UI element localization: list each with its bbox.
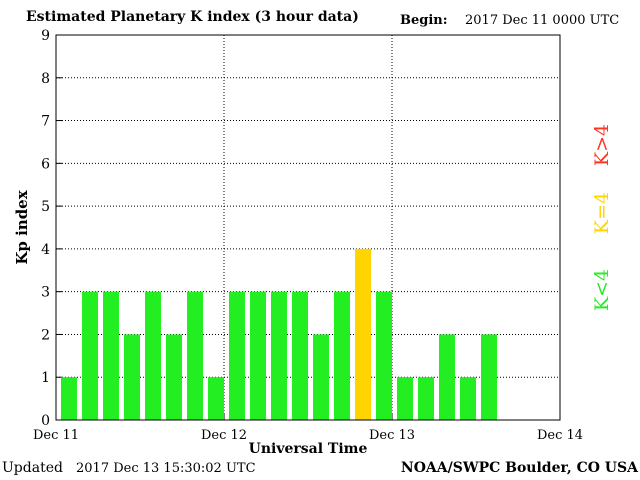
credit-line: NOAA/SWPC Boulder, CO USA — [400, 460, 638, 476]
x-axis-label: Universal Time — [249, 441, 368, 457]
kp-bar — [334, 291, 350, 420]
y-tick-label: 9 — [41, 28, 50, 44]
kp-bar — [292, 291, 308, 420]
kp-bar — [82, 291, 98, 420]
y-tick-label: 3 — [41, 285, 50, 301]
kp-bar — [376, 291, 392, 420]
kp-bar — [229, 291, 245, 420]
x-tick-label: Dec 14 — [537, 428, 583, 443]
y-tick-label: 2 — [41, 327, 50, 343]
kp-bar — [460, 377, 476, 420]
y-tick-label: 1 — [41, 370, 50, 386]
kp-bar — [187, 291, 203, 420]
y-tick-label: 6 — [41, 156, 50, 172]
kp-bar — [250, 291, 266, 420]
legend-label: K>4 — [591, 124, 613, 166]
y-axis-label: Kp index — [13, 189, 31, 264]
y-tick-label: 4 — [41, 242, 50, 258]
y-tick-label: 5 — [41, 199, 50, 215]
plot-frame — [55, 34, 561, 421]
kp-bar — [208, 377, 224, 420]
x-tick-label: Dec 12 — [201, 428, 247, 443]
x-tick-label: Dec 11 — [33, 428, 79, 443]
kp-bar — [124, 334, 140, 420]
kp-bar — [145, 291, 161, 420]
kp-bar — [355, 248, 371, 420]
kp-bar — [418, 377, 434, 420]
kp-bar — [313, 334, 329, 420]
legend-label: K=4 — [591, 192, 613, 234]
updated-value: 2017 Dec 13 15:30:02 UTC — [76, 461, 256, 476]
kp-bar — [397, 377, 413, 420]
begin-label: Begin: — [400, 13, 448, 28]
updated-label: Updated — [2, 460, 63, 476]
kp-bar — [271, 291, 287, 420]
x-tick-label: Dec 13 — [369, 428, 415, 443]
y-tick-label: 8 — [41, 71, 50, 87]
kp-bar — [166, 334, 182, 420]
kp-bar — [61, 377, 77, 420]
kp-bar — [439, 334, 455, 420]
legend-label: K<4 — [591, 269, 613, 311]
kp-bar — [481, 334, 497, 420]
begin-value: 2017 Dec 11 0000 UTC — [465, 13, 620, 28]
chart-title: Estimated Planetary K index (3 hour data… — [26, 9, 359, 25]
kp-bar — [103, 291, 119, 420]
y-tick-label: 7 — [41, 114, 50, 130]
y-tick-label: 0 — [41, 413, 50, 429]
